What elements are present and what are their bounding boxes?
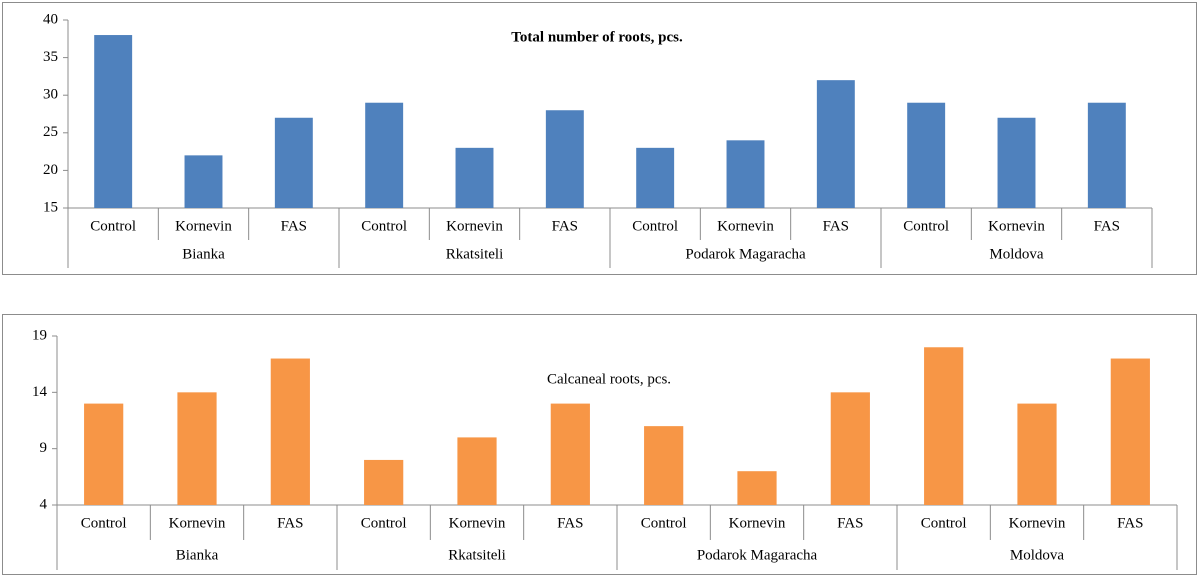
bar: [550, 403, 590, 505]
x-tick-label: Control: [632, 218, 678, 234]
bar: [737, 471, 777, 505]
bar: [270, 358, 310, 505]
bar: [457, 437, 497, 505]
chart-title: Calcaneal roots, pcs.: [547, 371, 671, 387]
bar: [455, 147, 494, 208]
x-tick-label: FAS: [277, 515, 303, 531]
y-tick-label: 25: [43, 124, 58, 140]
bar: [924, 347, 964, 505]
x-tick-label: Control: [90, 218, 136, 234]
x-tick-label: Control: [361, 515, 407, 531]
bar: [816, 80, 855, 208]
y-tick-label: 30: [43, 87, 58, 103]
bar: [94, 35, 133, 208]
group-label: Moldova: [989, 246, 1044, 262]
bar: [1110, 358, 1150, 505]
chart-frame: [2, 2, 1197, 275]
bar: [997, 117, 1036, 208]
y-tick-label: 40: [43, 11, 58, 27]
bar: [365, 102, 404, 208]
x-tick-label: Control: [361, 218, 407, 234]
x-tick-label: FAS: [557, 515, 583, 531]
y-tick-label: 19: [32, 327, 47, 343]
x-tick-label: Kornevin: [175, 218, 232, 234]
bar: [1017, 403, 1057, 505]
x-tick-label: FAS: [281, 218, 307, 234]
y-tick-label: 20: [43, 162, 58, 178]
group-label: Podarok Magaracha: [685, 246, 806, 262]
x-tick-label: Kornevin: [988, 218, 1045, 234]
group-label: Rkatsiteli: [448, 547, 506, 563]
group-label: Moldova: [1010, 547, 1065, 563]
bar: [184, 155, 223, 208]
group-label: Bianka: [182, 246, 225, 262]
bar: [177, 392, 217, 505]
group-label: Rkatsiteli: [446, 246, 504, 262]
y-tick-label: 9: [40, 440, 48, 456]
y-tick-label: 14: [32, 384, 48, 400]
group-label: Bianka: [176, 547, 219, 563]
x-tick-label: Kornevin: [1009, 515, 1066, 531]
bar: [726, 140, 765, 208]
bar: [830, 392, 870, 505]
x-tick-label: FAS: [837, 515, 863, 531]
x-tick-label: Control: [921, 515, 967, 531]
chart-title: Total number of roots, pcs.: [511, 29, 683, 45]
bar: [84, 403, 124, 505]
group-label: Podarok Magaracha: [697, 547, 818, 563]
x-tick-label: FAS: [1117, 515, 1143, 531]
bar: [636, 147, 675, 208]
x-tick-label: FAS: [823, 218, 849, 234]
bar: [364, 459, 404, 505]
x-tick-label: FAS: [1094, 218, 1120, 234]
y-tick-label: 35: [43, 49, 58, 65]
x-tick-label: Kornevin: [449, 515, 506, 531]
bar: [907, 102, 946, 208]
x-tick-label: Kornevin: [729, 515, 786, 531]
x-tick-label: Kornevin: [446, 218, 503, 234]
x-tick-label: Control: [81, 515, 127, 531]
x-tick-label: Kornevin: [169, 515, 226, 531]
y-tick-label: 15: [43, 199, 58, 215]
bar: [545, 110, 584, 208]
x-tick-label: Kornevin: [717, 218, 774, 234]
bar: [1087, 102, 1126, 208]
bar: [644, 426, 684, 505]
y-tick-label: 4: [40, 496, 48, 512]
bar: [274, 117, 313, 208]
x-tick-label: FAS: [552, 218, 578, 234]
x-tick-label: Control: [903, 218, 949, 234]
x-tick-label: Control: [641, 515, 687, 531]
